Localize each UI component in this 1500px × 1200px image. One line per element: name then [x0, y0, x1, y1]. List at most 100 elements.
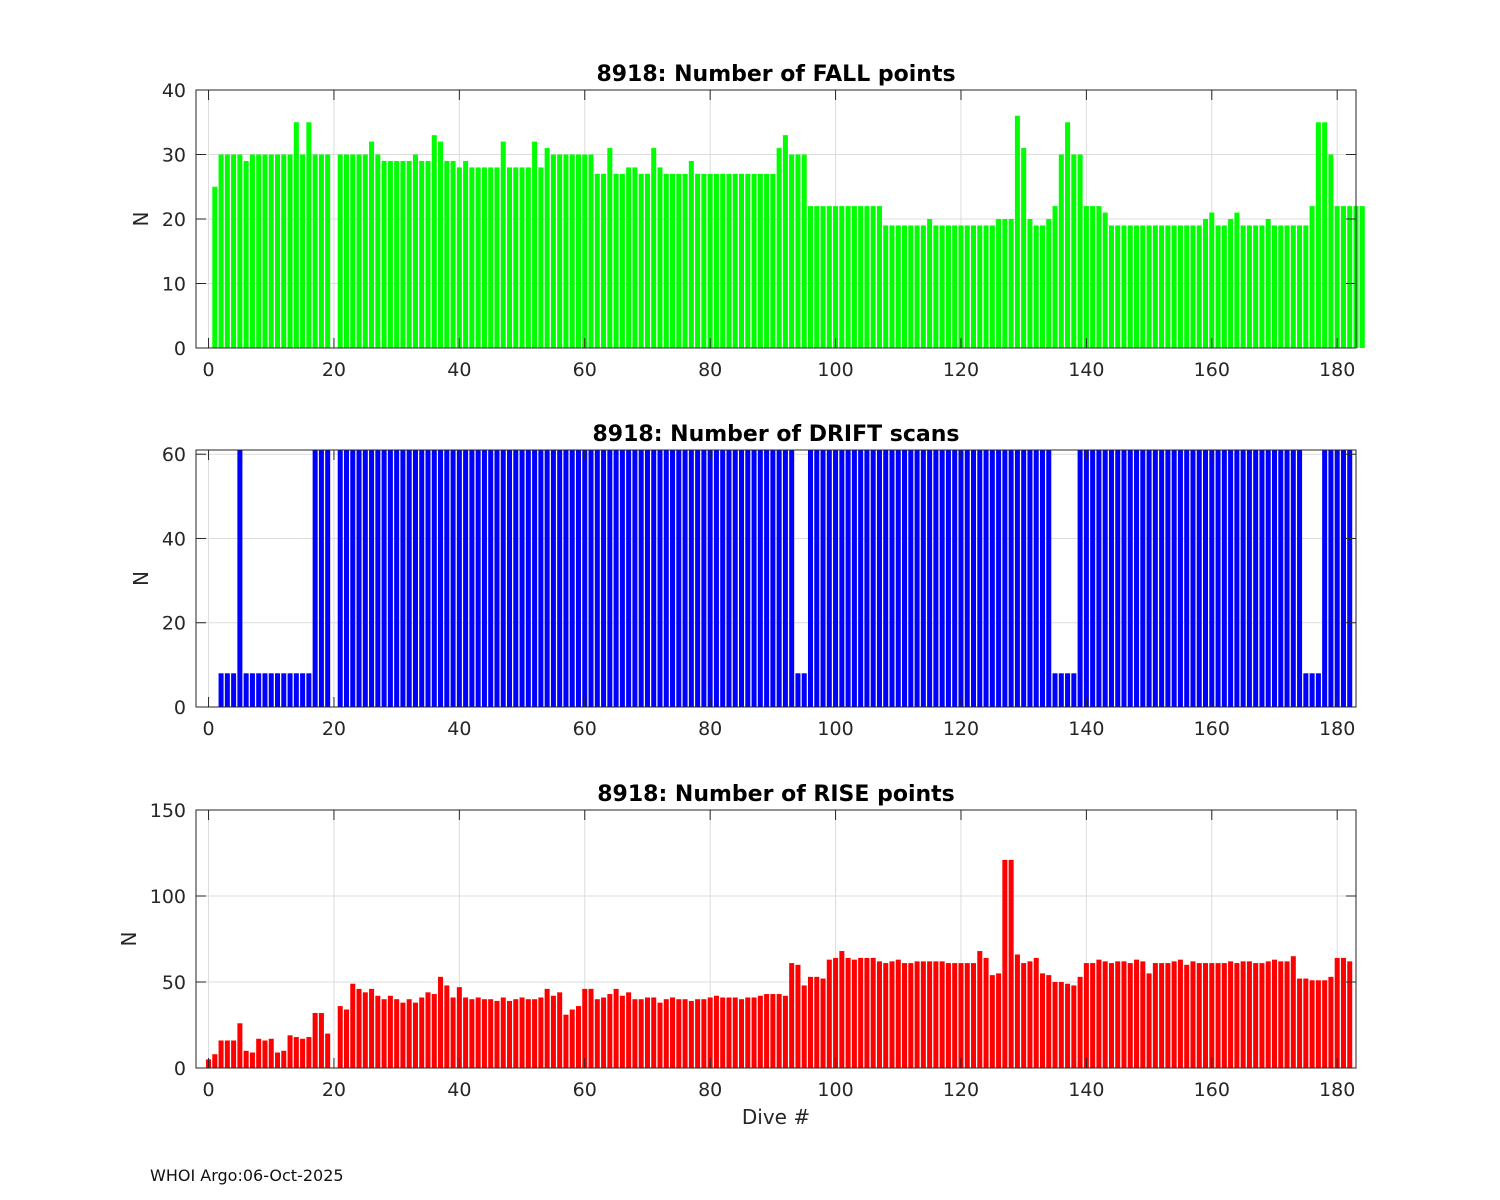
- x-tick-label: 20: [322, 1079, 346, 1101]
- y-tick-label: 100: [150, 886, 186, 908]
- bar: [1278, 961, 1284, 1068]
- bar: [601, 450, 607, 707]
- bar: [256, 673, 262, 707]
- bar: [1347, 450, 1353, 707]
- bar: [952, 450, 958, 707]
- bar: [1297, 450, 1303, 707]
- bar: [1065, 983, 1071, 1068]
- bar: [1152, 450, 1158, 707]
- x-tick-label: 160: [1194, 718, 1230, 740]
- bar: [632, 999, 638, 1068]
- bar: [1014, 954, 1020, 1068]
- bar: [369, 988, 375, 1068]
- bar: [1121, 961, 1127, 1068]
- bar: [688, 160, 694, 348]
- bar: [281, 1050, 287, 1068]
- bar: [300, 1038, 306, 1068]
- bar: [688, 1000, 694, 1068]
- bar: [833, 206, 839, 348]
- bar: [1121, 450, 1127, 707]
- bar: [1290, 450, 1296, 707]
- bar: [1159, 963, 1165, 1068]
- bar: [582, 154, 588, 348]
- bar: [977, 225, 983, 348]
- bar: [782, 135, 788, 348]
- bar: [682, 999, 688, 1068]
- bar: [732, 173, 738, 348]
- bar: [682, 450, 688, 707]
- bar: [839, 951, 845, 1068]
- bar: [1134, 225, 1140, 348]
- bar: [870, 206, 876, 348]
- bar: [1284, 225, 1290, 348]
- bar: [287, 673, 293, 707]
- bar: [237, 1023, 243, 1068]
- bar: [801, 985, 807, 1068]
- bar: [952, 225, 958, 348]
- bar: [350, 154, 356, 348]
- bar: [1159, 450, 1165, 707]
- bar: [588, 154, 594, 348]
- y-tick-label: 30: [162, 145, 186, 167]
- bar: [952, 963, 958, 1068]
- bar: [720, 450, 726, 707]
- bar: [249, 1052, 255, 1068]
- y-tick-label: 60: [162, 444, 186, 466]
- bar: [814, 206, 820, 348]
- bar: [1177, 450, 1183, 707]
- bar: [293, 122, 299, 348]
- bar: [287, 154, 293, 348]
- bar: [1108, 225, 1114, 348]
- bar: [488, 999, 494, 1068]
- bar: [1278, 450, 1284, 707]
- bar: [764, 994, 770, 1068]
- bar: [1196, 963, 1202, 1068]
- x-tick-label: 80: [698, 718, 722, 740]
- bar: [845, 957, 851, 1068]
- bar: [1303, 673, 1309, 707]
- bar: [1184, 964, 1190, 1068]
- bar: [337, 1006, 343, 1068]
- x-tick-label: 60: [573, 718, 597, 740]
- bar: [820, 206, 826, 348]
- bar: [1140, 450, 1146, 707]
- bar: [306, 673, 312, 707]
- bar: [1259, 450, 1265, 707]
- bar: [1315, 980, 1321, 1068]
- bar: [243, 673, 249, 707]
- bar: [889, 961, 895, 1068]
- bar: [494, 167, 500, 348]
- y-axis-label: N: [129, 212, 153, 227]
- bar: [419, 997, 425, 1068]
- bar: [833, 450, 839, 707]
- bar: [463, 997, 469, 1068]
- bar: [676, 450, 682, 707]
- bar: [858, 957, 864, 1068]
- bar: [1021, 963, 1027, 1068]
- chart-title: 8918: Number of DRIFT scans: [592, 422, 959, 447]
- bar: [1058, 673, 1064, 707]
- axes-box: [195, 449, 1357, 708]
- bar: [218, 154, 224, 348]
- bar: [312, 1012, 318, 1068]
- bar: [607, 450, 613, 707]
- bar: [1134, 450, 1140, 707]
- bar: [688, 450, 694, 707]
- bar: [1134, 959, 1140, 1068]
- bar: [350, 450, 356, 707]
- bar: [989, 225, 995, 348]
- bar: [431, 994, 437, 1068]
- bar: [538, 450, 544, 707]
- bar: [1090, 963, 1096, 1068]
- bar: [1271, 225, 1277, 348]
- bar: [438, 450, 444, 707]
- bar: [1290, 956, 1296, 1068]
- bar: [588, 988, 594, 1068]
- bar: [1215, 450, 1221, 707]
- bar: [820, 978, 826, 1068]
- bar: [971, 963, 977, 1068]
- x-tick-label: 140: [1068, 359, 1104, 381]
- bar: [726, 997, 732, 1068]
- bar: [594, 173, 600, 348]
- bar: [782, 450, 788, 707]
